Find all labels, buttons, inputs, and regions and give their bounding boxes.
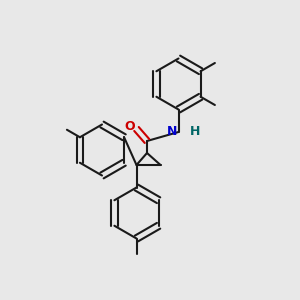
- Text: N: N: [167, 125, 177, 139]
- Text: H: H: [190, 125, 200, 139]
- Text: O: O: [124, 119, 135, 133]
